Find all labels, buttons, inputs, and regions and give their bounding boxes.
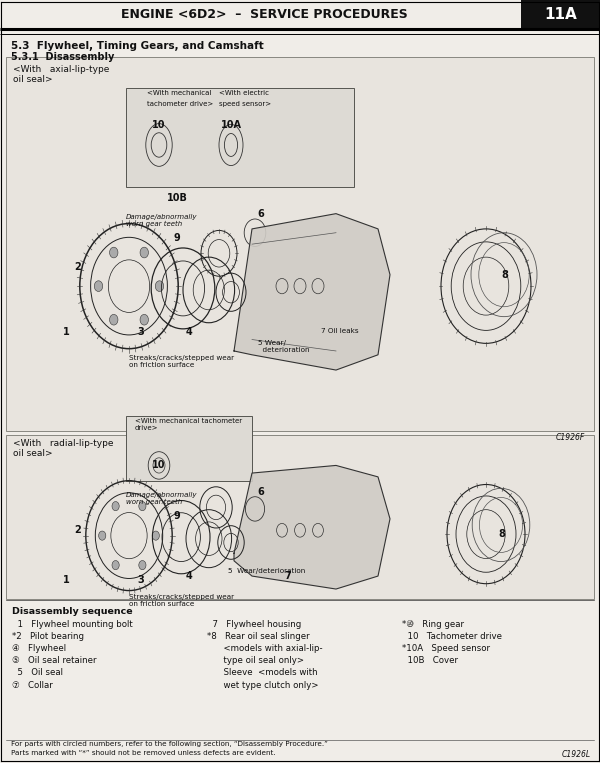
Text: 8: 8: [498, 529, 505, 539]
Circle shape: [139, 501, 146, 510]
Text: 7: 7: [284, 571, 292, 581]
Text: 10B   Cover: 10B Cover: [402, 656, 458, 665]
FancyBboxPatch shape: [6, 57, 594, 431]
Text: Streaks/cracks/stepped wear
on friction surface: Streaks/cracks/stepped wear on friction …: [129, 355, 234, 368]
Text: <With mechanical: <With mechanical: [147, 90, 211, 96]
Text: *⑩   Ring gear: *⑩ Ring gear: [402, 620, 464, 629]
Text: 8: 8: [501, 269, 508, 280]
Text: For parts with circled numbers, refer to the following section, “Disassembly Pro: For parts with circled numbers, refer to…: [11, 741, 328, 747]
Text: 10   Tachometer drive: 10 Tachometer drive: [402, 632, 502, 641]
Text: ④   Flywheel: ④ Flywheel: [12, 644, 66, 653]
Circle shape: [155, 281, 164, 291]
Text: 11A: 11A: [544, 7, 577, 22]
Text: Sleeve  <models with: Sleeve <models with: [207, 668, 317, 678]
Text: 9: 9: [173, 511, 181, 521]
FancyBboxPatch shape: [126, 88, 354, 187]
Text: 1: 1: [62, 327, 70, 337]
Circle shape: [112, 501, 119, 510]
Circle shape: [112, 561, 119, 570]
Text: <With   axial-lip-type
oil seal>: <With axial-lip-type oil seal>: [13, 65, 110, 84]
Text: 3: 3: [137, 327, 145, 337]
FancyBboxPatch shape: [521, 0, 600, 29]
Circle shape: [139, 561, 146, 570]
Text: speed sensor>: speed sensor>: [219, 101, 271, 108]
Text: tachometer drive>: tachometer drive>: [147, 101, 213, 108]
Text: 10: 10: [152, 120, 166, 130]
Circle shape: [94, 281, 103, 291]
Text: 7   Flywheel housing: 7 Flywheel housing: [207, 620, 301, 629]
Polygon shape: [234, 214, 390, 370]
Text: Disassembly sequence: Disassembly sequence: [12, 607, 133, 616]
Text: Damage/abnormally
worn gear teeth: Damage/abnormally worn gear teeth: [126, 214, 197, 227]
Text: 5.3.1  Disassembly: 5.3.1 Disassembly: [11, 52, 114, 62]
Text: <With   radial-lip-type
oil seal>: <With radial-lip-type oil seal>: [13, 439, 114, 458]
Text: 6: 6: [257, 208, 265, 219]
Circle shape: [140, 314, 148, 325]
Polygon shape: [234, 465, 390, 589]
FancyBboxPatch shape: [6, 435, 594, 599]
Text: 1: 1: [62, 575, 70, 585]
Text: 3: 3: [137, 575, 145, 585]
Circle shape: [110, 247, 118, 258]
Text: 10A: 10A: [221, 120, 241, 130]
Text: ⑤   Oil seal retainer: ⑤ Oil seal retainer: [12, 656, 97, 665]
Text: ENGINE <6D2>  –  SERVICE PROCEDURES: ENGINE <6D2> – SERVICE PROCEDURES: [121, 8, 407, 21]
Text: 7 Oil leaks: 7 Oil leaks: [321, 328, 359, 334]
Text: <With electric: <With electric: [219, 90, 269, 96]
Text: 2: 2: [74, 525, 82, 536]
Circle shape: [98, 531, 106, 540]
Text: 5  Wear/deterioration: 5 Wear/deterioration: [228, 568, 305, 575]
Text: wet type clutch only>: wet type clutch only>: [207, 681, 319, 690]
Circle shape: [110, 314, 118, 325]
Text: 4: 4: [185, 327, 193, 337]
Text: C1926F: C1926F: [556, 433, 585, 443]
Text: *8   Rear oil seal slinger: *8 Rear oil seal slinger: [207, 632, 310, 641]
Text: type oil seal only>: type oil seal only>: [207, 656, 304, 665]
Text: <models with axial-lip-: <models with axial-lip-: [207, 644, 323, 653]
Text: 1   Flywheel mounting bolt: 1 Flywheel mounting bolt: [12, 620, 133, 629]
Text: C1926L: C1926L: [562, 750, 591, 759]
Text: 10: 10: [152, 460, 166, 471]
Text: 6: 6: [257, 487, 265, 497]
Text: 2: 2: [74, 262, 82, 272]
Text: *2   Pilot bearing: *2 Pilot bearing: [12, 632, 84, 641]
Text: Parts marked with “*” should not be removed unless defects are evident.: Parts marked with “*” should not be remo…: [11, 750, 275, 756]
Text: 5   Oil seal: 5 Oil seal: [12, 668, 63, 678]
Circle shape: [152, 531, 160, 540]
Text: Damage/abnormally
worn gear teeth: Damage/abnormally worn gear teeth: [126, 492, 197, 505]
Text: 9: 9: [173, 233, 181, 243]
Text: *10A   Speed sensor: *10A Speed sensor: [402, 644, 490, 653]
Text: Streaks/cracks/stepped wear
on friction surface: Streaks/cracks/stepped wear on friction …: [129, 594, 234, 607]
Circle shape: [140, 247, 148, 258]
Text: 4: 4: [185, 571, 193, 581]
FancyBboxPatch shape: [126, 416, 252, 481]
Text: 10B: 10B: [167, 193, 187, 203]
Text: ⑦   Collar: ⑦ Collar: [12, 681, 53, 690]
Text: 5.3  Flywheel, Timing Gears, and Camshaft: 5.3 Flywheel, Timing Gears, and Camshaft: [11, 41, 263, 51]
Text: <With mechanical tachometer
drive>: <With mechanical tachometer drive>: [135, 418, 242, 431]
Text: 5 Wear/
  deterioration: 5 Wear/ deterioration: [258, 340, 310, 353]
